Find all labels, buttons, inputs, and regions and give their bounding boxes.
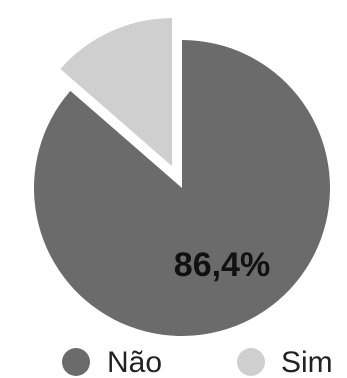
data-label-nao: 86,4% bbox=[174, 246, 270, 284]
pie-slice-sim bbox=[60, 18, 173, 167]
pie-slice-nao bbox=[33, 40, 330, 336]
legend-label-sim: Sim bbox=[281, 346, 333, 378]
legend-label-nao: Não bbox=[107, 346, 162, 378]
legend-marker-sim bbox=[237, 348, 265, 376]
legend-marker-nao bbox=[62, 348, 90, 376]
